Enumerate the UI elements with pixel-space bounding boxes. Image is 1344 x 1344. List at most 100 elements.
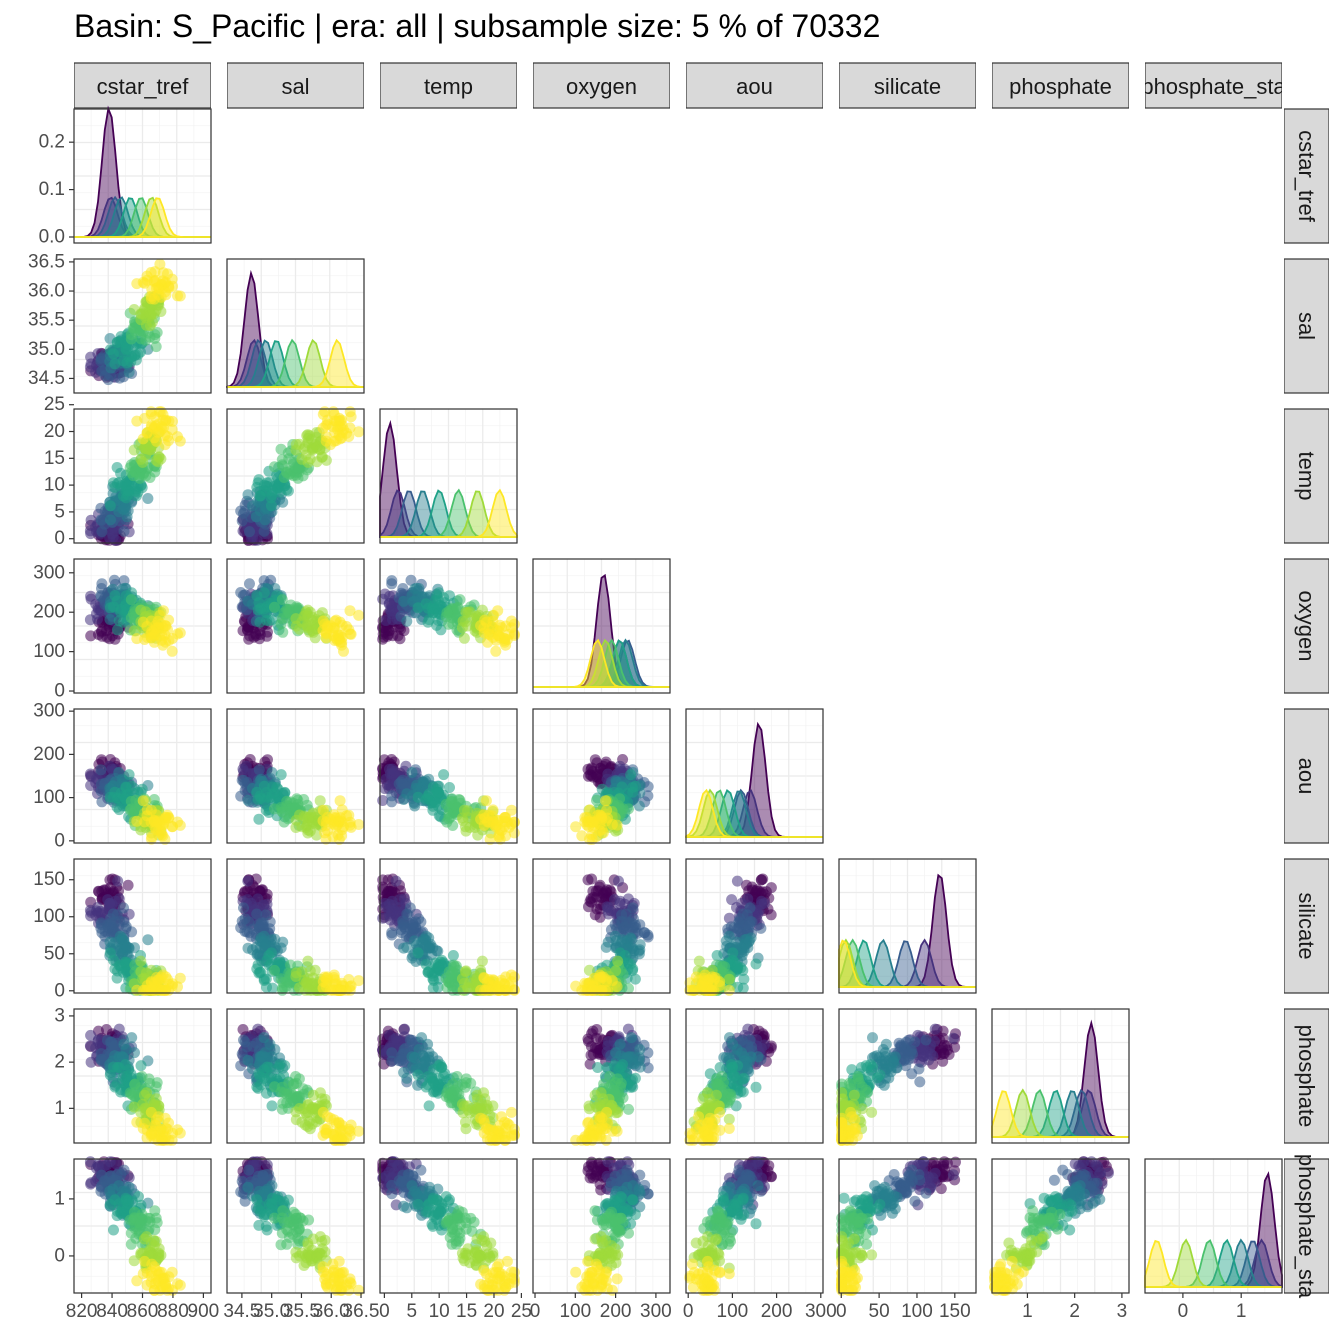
scatter-point: [401, 615, 413, 627]
scatter-point: [135, 966, 147, 978]
scatter-point: [379, 588, 391, 600]
scatter-point: [149, 628, 161, 640]
scatter-point: [460, 821, 471, 833]
scatter-point: [141, 427, 153, 439]
scatter-point: [115, 603, 127, 615]
scatter-point: [269, 461, 280, 473]
scatter-point: [115, 331, 127, 342]
scatter-point: [336, 639, 348, 651]
scatter-point: [123, 769, 135, 781]
scatter-point: [296, 616, 308, 628]
scatter-point: [353, 426, 365, 438]
scatter-point: [386, 575, 398, 587]
scatter-point: [118, 902, 129, 914]
scatter-point: [157, 605, 169, 617]
panel-silicate-vs-temp: [377, 858, 520, 996]
scatter-point: [149, 980, 161, 992]
column-strip-label: aou: [736, 74, 773, 99]
scatter-point: [304, 606, 316, 618]
scatter-point: [150, 341, 162, 353]
scatter-point: [115, 787, 127, 799]
scatter-point: [377, 633, 389, 645]
scatter-point: [111, 801, 123, 813]
scatter-point: [411, 779, 423, 791]
scatter-point: [162, 1123, 173, 1135]
scatter-point: [278, 472, 290, 483]
scatter-point: [109, 633, 121, 645]
scatter-point: [600, 941, 612, 953]
scatter-point: [460, 606, 472, 618]
scatter-point: [85, 1056, 97, 1068]
scatter-point: [611, 981, 623, 993]
scatter-point: [236, 774, 248, 786]
scatter-point: [112, 875, 124, 887]
scatter-point: [122, 879, 134, 891]
scatter-point: [115, 962, 127, 974]
scatter-point: [96, 352, 107, 364]
scatter-point: [104, 602, 116, 614]
scatter-point: [85, 528, 97, 540]
row-strip-label: phosphate: [1294, 1025, 1319, 1128]
scatter-point: [266, 489, 278, 501]
column-strip-label: temp: [424, 74, 473, 99]
scatter-point: [129, 1047, 140, 1059]
row-strip-temp: temp: [1284, 408, 1329, 544]
scatter-point: [174, 819, 186, 831]
scatter-point: [95, 764, 107, 776]
scatter-point: [252, 794, 264, 805]
scatter-point: [253, 597, 265, 609]
scatter-point: [152, 615, 164, 627]
scatter-point: [261, 480, 272, 492]
scatter-point: [107, 908, 119, 920]
panel-temp-vs-sal: [226, 406, 365, 546]
scatter-point: [751, 884, 763, 896]
scatter-point: [261, 981, 272, 993]
scatter-point: [277, 496, 289, 508]
row-strip-label: cstar_tref: [1294, 130, 1319, 223]
scatter-point: [261, 898, 273, 910]
scatter-point: [506, 804, 517, 816]
scatter-point: [500, 639, 512, 651]
scatter-point: [278, 816, 290, 828]
scatter-point: [104, 614, 116, 625]
scatter-point: [490, 645, 502, 657]
scatter-point: [317, 1106, 329, 1118]
row-strip-phosphate: phosphate: [1284, 1008, 1329, 1144]
scatter-point: [493, 829, 505, 841]
scatter-point: [332, 629, 344, 641]
scatter-point: [96, 515, 107, 527]
scatter-point: [503, 821, 515, 833]
scatter-point: [412, 602, 424, 614]
scatter-point: [102, 374, 114, 386]
scatter-point: [582, 763, 594, 775]
panel-silicate-vs-sal: [226, 858, 365, 996]
scatter-point: [711, 950, 723, 961]
scatter-point: [405, 574, 417, 586]
row-strip-oxygen: oxygen: [1284, 558, 1329, 694]
scatter-point: [583, 901, 594, 913]
scatter-point: [600, 815, 612, 827]
scatter-point: [128, 444, 140, 456]
scatter-point: [104, 947, 116, 959]
scatter-point: [174, 1127, 186, 1139]
scatter-point: [235, 922, 247, 934]
scatter-point: [377, 912, 389, 924]
scatter-point: [620, 908, 632, 920]
scatter-point: [603, 908, 614, 920]
column-strip-label: phosphate_sta: [1141, 74, 1286, 99]
scatter-point: [276, 594, 288, 606]
column-strip-silicate: silicate: [839, 62, 976, 109]
scatter-point: [275, 973, 287, 985]
scatter-point: [131, 1116, 143, 1128]
scatter-point: [423, 614, 435, 626]
panel-cstar_tref-vs-cstar_tref: [73, 105, 212, 244]
scatter-point: [85, 590, 97, 602]
scatter-point: [447, 950, 459, 961]
scatter-point: [353, 609, 365, 621]
scatter-point: [329, 427, 341, 438]
scatter-point: [113, 1023, 125, 1035]
scatter-point: [386, 790, 398, 802]
scatter-point: [104, 532, 116, 544]
scatter-point: [111, 462, 123, 473]
scatter-point: [264, 1038, 276, 1050]
